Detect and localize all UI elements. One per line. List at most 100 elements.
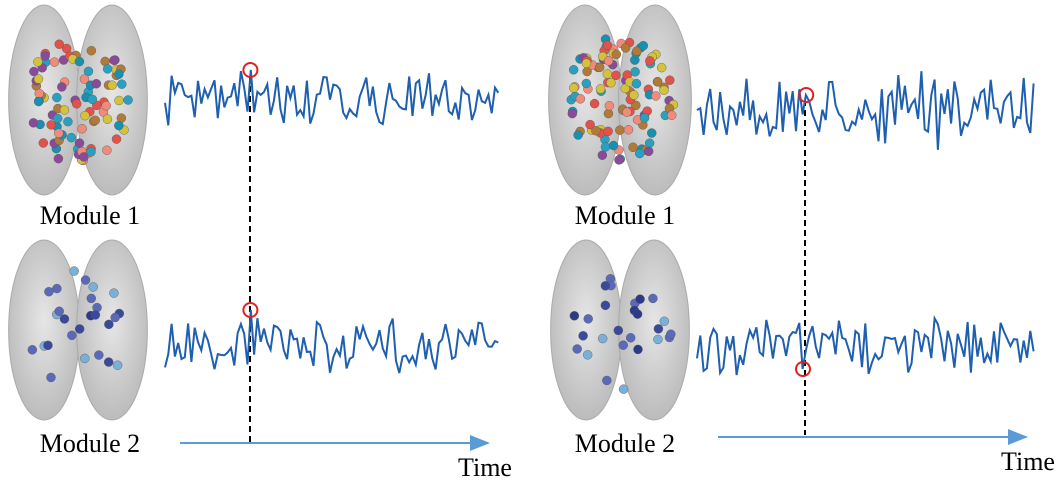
node [653, 335, 662, 344]
node [29, 118, 38, 127]
node [113, 361, 122, 370]
node [67, 331, 76, 340]
node [615, 126, 624, 135]
node [601, 142, 610, 151]
node [114, 121, 123, 130]
node [583, 350, 592, 359]
node [603, 41, 612, 50]
node [609, 141, 618, 150]
node [604, 56, 613, 65]
signal [165, 70, 498, 125]
axis-label: Time [1001, 447, 1055, 476]
node [648, 294, 657, 303]
node [595, 63, 604, 72]
brain-hemisphere [549, 5, 622, 195]
node [598, 334, 607, 343]
node [604, 127, 613, 136]
node [653, 77, 662, 86]
node [104, 320, 113, 329]
node [601, 301, 610, 310]
node [602, 376, 611, 385]
node [666, 330, 675, 339]
node [78, 124, 87, 133]
node [614, 326, 623, 335]
node [626, 333, 635, 342]
signal [697, 71, 1034, 150]
node [28, 345, 37, 354]
node [53, 114, 62, 123]
node [94, 351, 103, 360]
node [92, 79, 101, 88]
node [43, 341, 52, 350]
node [57, 82, 66, 91]
node [114, 70, 123, 79]
brain-hemisphere [551, 240, 622, 420]
node [75, 139, 84, 148]
node [647, 129, 656, 138]
node [109, 289, 118, 298]
node [636, 295, 645, 304]
node [115, 96, 124, 105]
node [54, 129, 63, 138]
node [622, 108, 631, 117]
node [604, 109, 613, 118]
node [33, 57, 42, 66]
node [576, 94, 585, 103]
module-label: Module 2 [40, 429, 140, 458]
node [41, 51, 50, 60]
node [75, 57, 84, 66]
node [644, 147, 653, 156]
node [52, 284, 61, 293]
node [103, 115, 112, 124]
node [633, 310, 642, 319]
node [81, 276, 90, 285]
node [91, 116, 100, 125]
node [108, 81, 117, 90]
node [55, 307, 64, 316]
node [89, 282, 98, 291]
node [112, 135, 121, 144]
diagram: Module 1 Module 2 Time Module 1 Module 2… [0, 0, 1061, 480]
axis-label: Time [458, 453, 512, 480]
node [34, 75, 43, 84]
node [621, 43, 630, 52]
node [46, 373, 55, 382]
node [50, 58, 59, 67]
node [35, 89, 44, 98]
node [79, 152, 88, 161]
node [659, 86, 668, 95]
node [603, 70, 612, 79]
node [654, 324, 663, 333]
node [67, 133, 76, 142]
node [60, 314, 69, 323]
node [104, 358, 113, 367]
node [645, 139, 654, 148]
module-label: Module 1 [40, 201, 140, 230]
node [91, 310, 100, 319]
node [63, 117, 72, 126]
node [80, 111, 89, 120]
node [614, 155, 623, 164]
node [624, 125, 633, 134]
node [60, 105, 69, 114]
node [39, 138, 48, 147]
node [619, 385, 628, 394]
node [570, 311, 579, 320]
node [605, 101, 614, 110]
signal [697, 318, 1034, 375]
node [111, 313, 120, 322]
node [70, 267, 79, 276]
node [657, 63, 666, 72]
node [55, 40, 64, 49]
signal [165, 310, 498, 373]
node [640, 113, 649, 122]
node [635, 149, 644, 158]
node [568, 109, 577, 118]
node [651, 91, 660, 100]
node [569, 83, 578, 92]
node [619, 341, 628, 350]
node [573, 344, 582, 353]
node [102, 146, 111, 155]
node [75, 324, 84, 333]
node [34, 97, 43, 106]
